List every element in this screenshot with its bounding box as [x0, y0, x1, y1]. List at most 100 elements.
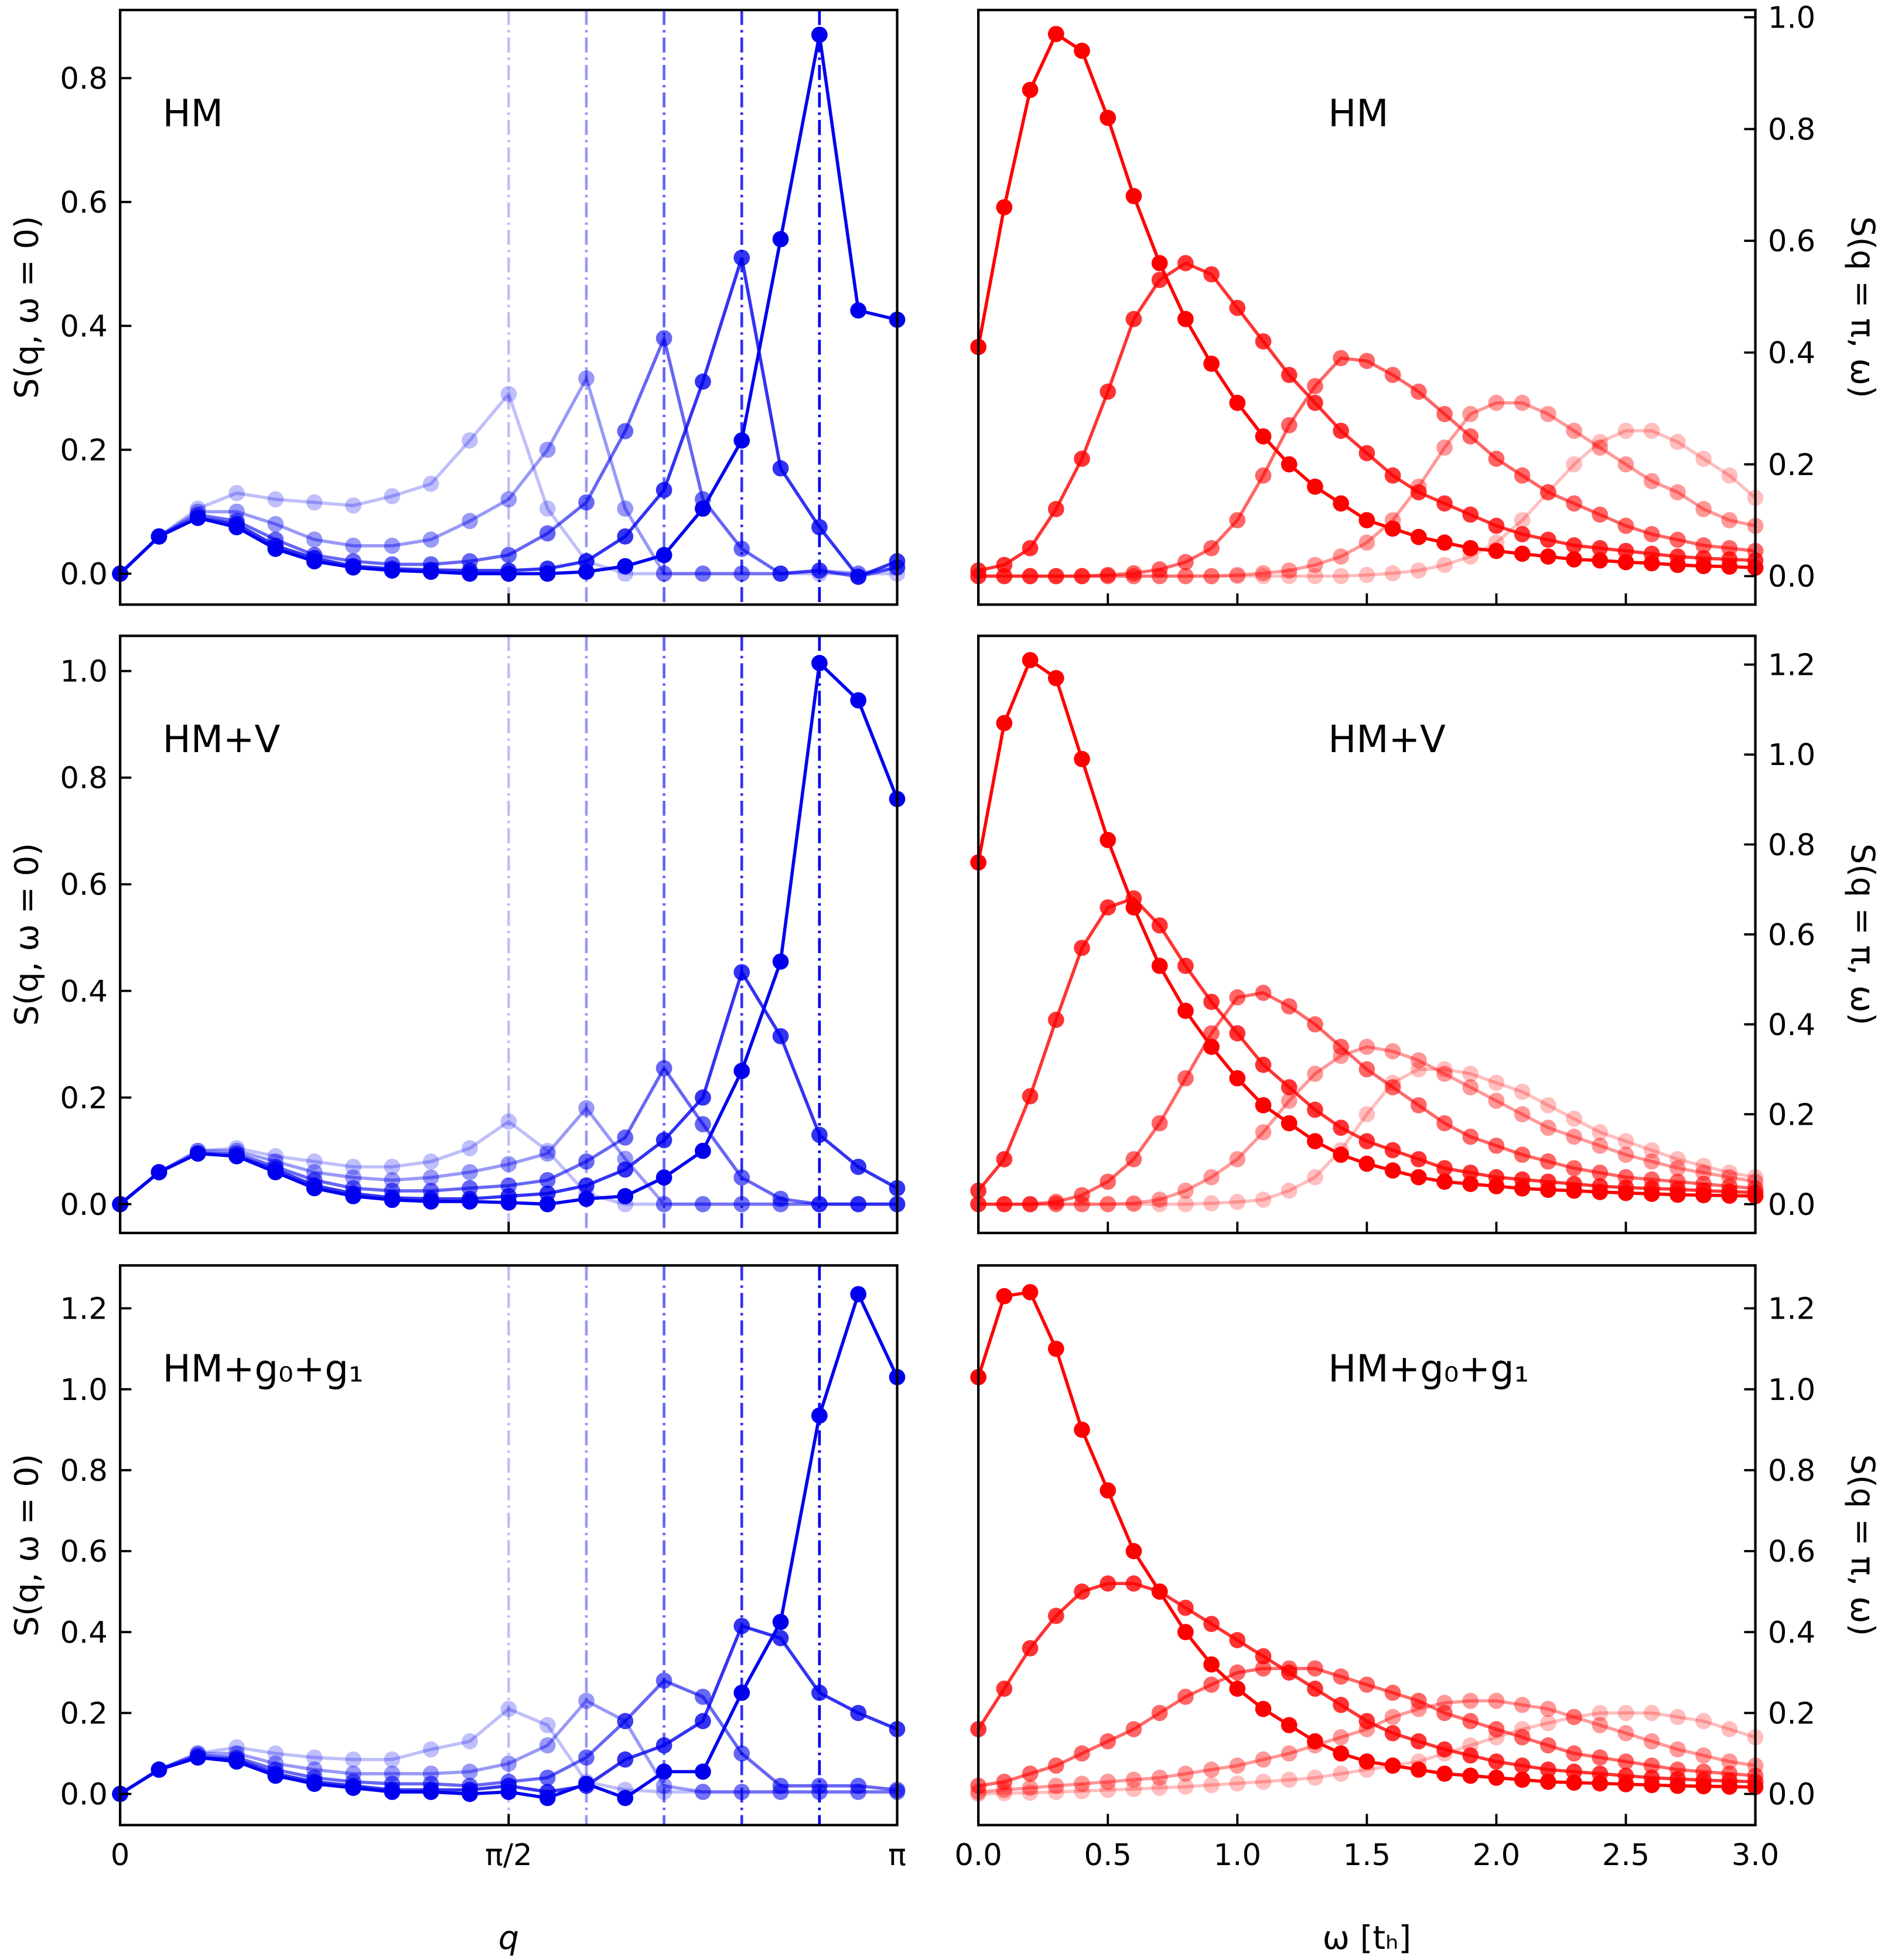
data-point: [1514, 1696, 1531, 1713]
data-point: [1721, 467, 1738, 484]
data-point: [1125, 1196, 1142, 1213]
data-point: [850, 692, 867, 709]
data-point: [1074, 450, 1090, 467]
data-point: [500, 385, 517, 402]
data-point: [1617, 1705, 1634, 1722]
data-point: [1592, 1124, 1609, 1141]
data-point: [1669, 1741, 1686, 1758]
data-point: [1177, 1624, 1194, 1641]
data-point: [695, 565, 711, 582]
data-point: [345, 1159, 361, 1175]
data-point: [1488, 394, 1505, 411]
data-point: [1255, 333, 1272, 350]
data-point: [1540, 1773, 1556, 1790]
data-point: [1074, 1783, 1090, 1799]
data-point: [1333, 422, 1350, 439]
data-point: [151, 1761, 168, 1778]
data-point: [1514, 1771, 1531, 1788]
data-point: [462, 1193, 478, 1210]
data-point: [1125, 310, 1142, 327]
data-point: [539, 1790, 556, 1807]
data-point: [1333, 350, 1350, 367]
data-point: [1436, 534, 1453, 551]
data-point: [1592, 552, 1609, 569]
data-point: [384, 1191, 401, 1208]
data-point: [1721, 558, 1738, 575]
data-point: [1229, 1151, 1246, 1167]
data-point: [1358, 1676, 1375, 1693]
data-point: [1125, 565, 1142, 582]
data-point: [462, 565, 478, 582]
panel-annotation: HM: [163, 92, 223, 135]
data-point: [345, 537, 361, 554]
data-point: [1514, 526, 1531, 542]
data-point: [1255, 1751, 1272, 1768]
data-point: [1462, 506, 1479, 523]
data-point: [617, 1713, 634, 1730]
data-point: [422, 531, 439, 548]
data-point: [655, 1169, 672, 1186]
data-point: [1358, 353, 1375, 370]
data-point: [655, 1060, 672, 1077]
data-point: [996, 568, 1013, 585]
data-point: [384, 1784, 401, 1800]
data-point: [1514, 1083, 1531, 1100]
data-point: [1229, 1664, 1246, 1681]
data-point: [1151, 1583, 1168, 1600]
series-line: [978, 1045, 1756, 1206]
data-point: [267, 491, 284, 508]
data-point: [733, 541, 750, 557]
data-point: [1281, 1115, 1297, 1132]
data-point: [1203, 1039, 1220, 1055]
data-point: [1617, 1725, 1634, 1742]
data-point: [1074, 1775, 1090, 1792]
data-point: [1100, 1196, 1116, 1213]
data-point: [1047, 1757, 1064, 1774]
data-point: [811, 26, 828, 43]
data-point: [189, 510, 206, 526]
data-point: [1643, 555, 1660, 572]
data-point: [1436, 439, 1453, 456]
data-point: [733, 1617, 750, 1634]
y-tick-label: 0.0: [1768, 1187, 1815, 1223]
data-point: [1410, 1169, 1427, 1186]
y-tick-label: 0.0: [60, 1777, 107, 1812]
data-point: [1384, 1684, 1401, 1701]
data-point: [1074, 568, 1090, 585]
data-point: [539, 441, 556, 458]
data-point: [1695, 1157, 1712, 1174]
data-point: [1358, 1106, 1375, 1123]
data-point: [578, 1153, 595, 1170]
plot-frame: [118, 634, 899, 1234]
data-point: [1358, 1713, 1375, 1730]
data-point: [1643, 1733, 1660, 1750]
data-point: [1281, 367, 1297, 383]
data-point: [1151, 1191, 1168, 1208]
data-point: [422, 1193, 439, 1210]
data-point: [1281, 568, 1297, 585]
data-point: [1177, 255, 1194, 272]
data-point: [1100, 1482, 1116, 1499]
data-point: [1721, 1778, 1738, 1795]
data-point: [1669, 433, 1686, 450]
data-point: [1410, 528, 1427, 545]
data-point: [1384, 1757, 1401, 1774]
data-point: [1047, 1607, 1064, 1624]
data-point: [1022, 539, 1039, 556]
data-point: [1540, 484, 1556, 501]
data-point: [1410, 383, 1427, 400]
data-point: [422, 476, 439, 492]
data-point: [1047, 1340, 1064, 1357]
data-point: [306, 553, 323, 570]
data-point: [1592, 1717, 1609, 1733]
data-point: [1177, 1778, 1194, 1795]
data-point: [1022, 568, 1039, 585]
data-point: [1229, 1070, 1246, 1087]
series-line: [978, 991, 1756, 1206]
data-point: [1358, 534, 1375, 551]
data-point: [1566, 1182, 1582, 1199]
y-tick-label: 0.2: [60, 1081, 107, 1116]
data-point: [1151, 1705, 1168, 1722]
data-point: [1203, 568, 1220, 585]
data-point: [1229, 989, 1246, 1006]
